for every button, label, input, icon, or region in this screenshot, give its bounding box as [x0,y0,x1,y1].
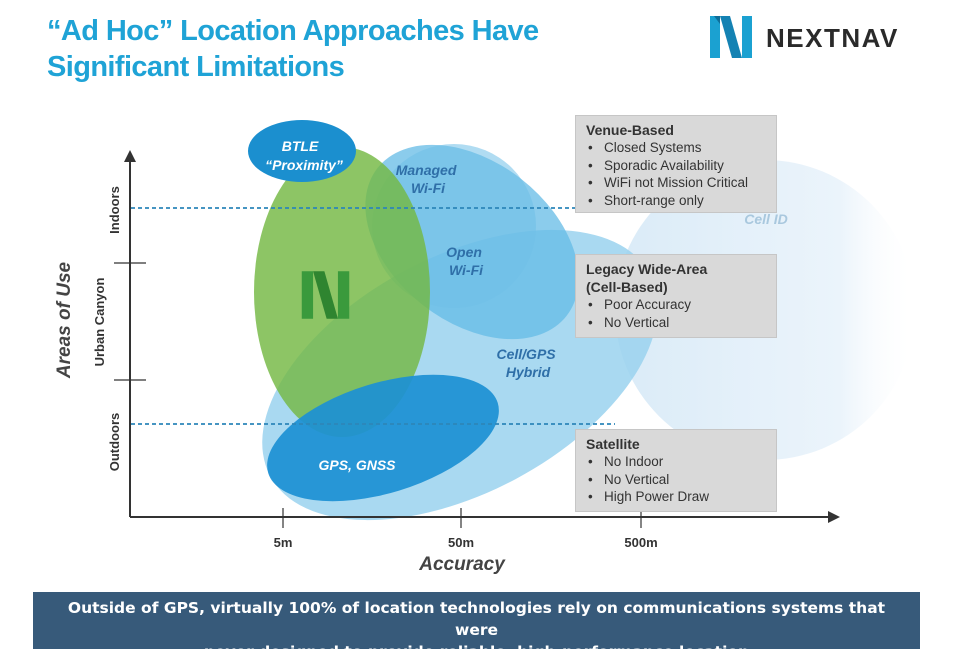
cell-gps-hybrid-label: Cell/GPS Hybrid [496,346,559,380]
x-axis-arrow [828,511,840,523]
nextnav-logo-text: NEXTNAV [766,23,899,53]
x-axis-label: Accuracy [418,554,506,575]
location-approaches-diagram: 5m 50m 500m Accuracy Areas of Use Indoor… [54,120,915,575]
nextnav-n-logo-icon [710,16,752,58]
list-item: Sporadic Availability [586,157,766,175]
list-item: Closed Systems [586,139,766,157]
legacy-wide-area-title-line-1: Legacy Wide-Area [586,261,708,277]
list-item: Poor Accuracy [586,296,766,314]
satellite-list: No Indoor No Vertical High Power Draw [586,453,766,506]
y-axis-arrow [124,150,136,162]
page-title-line-1: “Ad Hoc” Location Approaches Have [47,15,539,47]
legacy-wide-area-title-line-2: (Cell-Based) [586,279,668,295]
footer-line-1: Outside of GPS, virtually 100% of locati… [67,599,886,639]
venue-based-box: Venue-Based Closed Systems Sporadic Avai… [575,115,777,213]
list-item: No Vertical [586,314,766,332]
legacy-wide-area-list: Poor Accuracy No Vertical [586,296,766,331]
urban-canyon-line: Urban Canyon [92,278,107,367]
y-tick-label-urban-canyon: Urban Canyon [92,278,107,367]
y-tick-label-indoors: Indoors [107,186,122,234]
list-item: High Power Draw [586,488,766,506]
venue-based-list: Closed Systems Sporadic Availability WiF… [586,139,766,209]
satellite-box: Satellite No Indoor No Vertical High Pow… [575,429,777,512]
footer-banner: Outside of GPS, virtually 100% of locati… [33,592,920,661]
btle-proximity-region [248,120,356,182]
gps-gnss-region [267,374,499,502]
btle-label: BTLE “Proximity” [265,138,343,173]
nextnav-logo: NEXTNAV [708,14,923,62]
footer-line-2: never designed to provide reliable, high… [203,643,750,661]
open-wifi-label: Open Wi-Fi [446,244,486,278]
cell-id-label: Cell ID [744,211,788,227]
venue-based-title: Venue-Based [586,122,674,138]
list-item: WiFi not Mission Critical [586,174,766,192]
page-title: “Ad Hoc” Location Approaches Have Signif… [47,13,607,85]
x-tick-label-50m: 50m [448,535,474,550]
list-item: No Vertical [586,471,766,489]
legacy-wide-area-box: Legacy Wide-Area (Cell-Based) Poor Accur… [575,254,777,338]
gps-gnss-label: GPS, GNSS [318,457,396,473]
satellite-title: Satellite [586,436,640,452]
y-tick-label-outdoors: Outdoors [107,413,122,472]
nextnav-n-logo-icon [301,271,350,319]
x-tick-label-500m: 500m [624,535,657,550]
managed-wifi-label: Managed Wi-Fi [396,162,461,196]
x-tick-label-5m: 5m [274,535,293,550]
list-item: Short-range only [586,192,766,210]
page-title-line-2: Significant Limitations [47,51,345,83]
y-axis-label: Areas of Use [54,261,75,379]
list-item: No Indoor [586,453,766,471]
